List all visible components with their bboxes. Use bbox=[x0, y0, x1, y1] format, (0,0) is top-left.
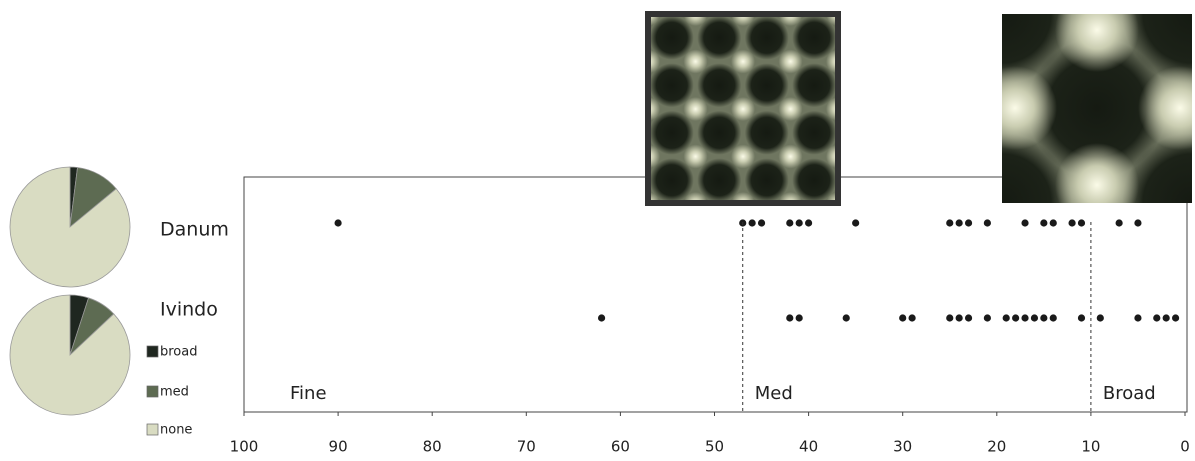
dot bbox=[983, 314, 991, 322]
plot-frame bbox=[243, 176, 1188, 413]
x-tick-label: 60 bbox=[611, 438, 630, 456]
dot bbox=[842, 314, 850, 322]
region-label: Med bbox=[755, 383, 793, 404]
dot bbox=[1049, 314, 1057, 322]
pie-slice bbox=[9, 166, 131, 288]
dot bbox=[1030, 314, 1039, 322]
dot bbox=[1162, 314, 1170, 322]
dot bbox=[795, 219, 803, 227]
region-label: Fine bbox=[290, 383, 327, 404]
x-tick-label: 50 bbox=[705, 438, 724, 456]
dot bbox=[1134, 314, 1142, 322]
legend-label: broad bbox=[160, 345, 197, 360]
dot bbox=[946, 219, 954, 227]
dot bbox=[1002, 314, 1010, 322]
dot bbox=[983, 219, 991, 227]
dot bbox=[1171, 314, 1180, 322]
dot bbox=[946, 314, 954, 322]
blob bbox=[1055, 143, 1139, 203]
dot bbox=[1077, 219, 1086, 227]
dot bbox=[334, 219, 342, 227]
x-tick-label: 30 bbox=[893, 438, 912, 456]
dot bbox=[852, 219, 860, 227]
dot bbox=[786, 219, 794, 227]
dot bbox=[1021, 219, 1029, 227]
dot bbox=[597, 314, 606, 322]
x-tick-label: 40 bbox=[799, 438, 818, 456]
dot bbox=[748, 219, 756, 227]
legend-label: med bbox=[160, 385, 189, 400]
x-tick-label: 90 bbox=[329, 438, 348, 456]
legend-label: none bbox=[160, 423, 192, 438]
blob bbox=[1138, 66, 1192, 150]
dot bbox=[1049, 219, 1057, 227]
blob bbox=[1002, 133, 1072, 203]
texture-border bbox=[645, 11, 841, 206]
dot bbox=[1021, 314, 1029, 322]
legend-swatch bbox=[146, 385, 159, 398]
dot bbox=[1134, 219, 1142, 227]
x-tick-label: 100 bbox=[230, 438, 259, 456]
dot bbox=[757, 219, 766, 227]
dot bbox=[955, 314, 963, 322]
texture-broad bbox=[1002, 14, 1192, 203]
dot bbox=[786, 314, 794, 322]
dot bbox=[964, 314, 973, 322]
dot bbox=[795, 314, 803, 322]
dot bbox=[1153, 314, 1161, 322]
dot bbox=[1096, 314, 1104, 322]
blob bbox=[1027, 38, 1167, 178]
dot bbox=[908, 314, 916, 322]
x-tick-label: 20 bbox=[987, 438, 1006, 456]
dot bbox=[1040, 219, 1048, 227]
pie-slice bbox=[9, 294, 131, 416]
x-tick-label: 70 bbox=[517, 438, 536, 456]
dot bbox=[1068, 219, 1076, 227]
dot bbox=[1012, 314, 1020, 322]
x-tick-label: 80 bbox=[423, 438, 442, 456]
row-label: Ivindo bbox=[160, 299, 218, 321]
dot bbox=[1115, 219, 1123, 227]
x-tick-label: 10 bbox=[1081, 438, 1100, 456]
dot bbox=[899, 314, 907, 322]
blob bbox=[1055, 14, 1139, 72]
blob bbox=[1002, 66, 1057, 150]
blob bbox=[1122, 133, 1192, 203]
dot bbox=[964, 219, 973, 227]
legend-swatch bbox=[146, 345, 159, 358]
legend-swatch bbox=[146, 423, 159, 436]
dot bbox=[955, 219, 963, 227]
texture-fine bbox=[648, 14, 838, 203]
row-label: Danum bbox=[160, 219, 229, 241]
dot bbox=[1040, 314, 1048, 322]
x-tick-label: 0 bbox=[1180, 438, 1190, 456]
dot bbox=[805, 219, 813, 227]
dot bbox=[1077, 314, 1086, 322]
region-label: Broad bbox=[1103, 383, 1156, 404]
